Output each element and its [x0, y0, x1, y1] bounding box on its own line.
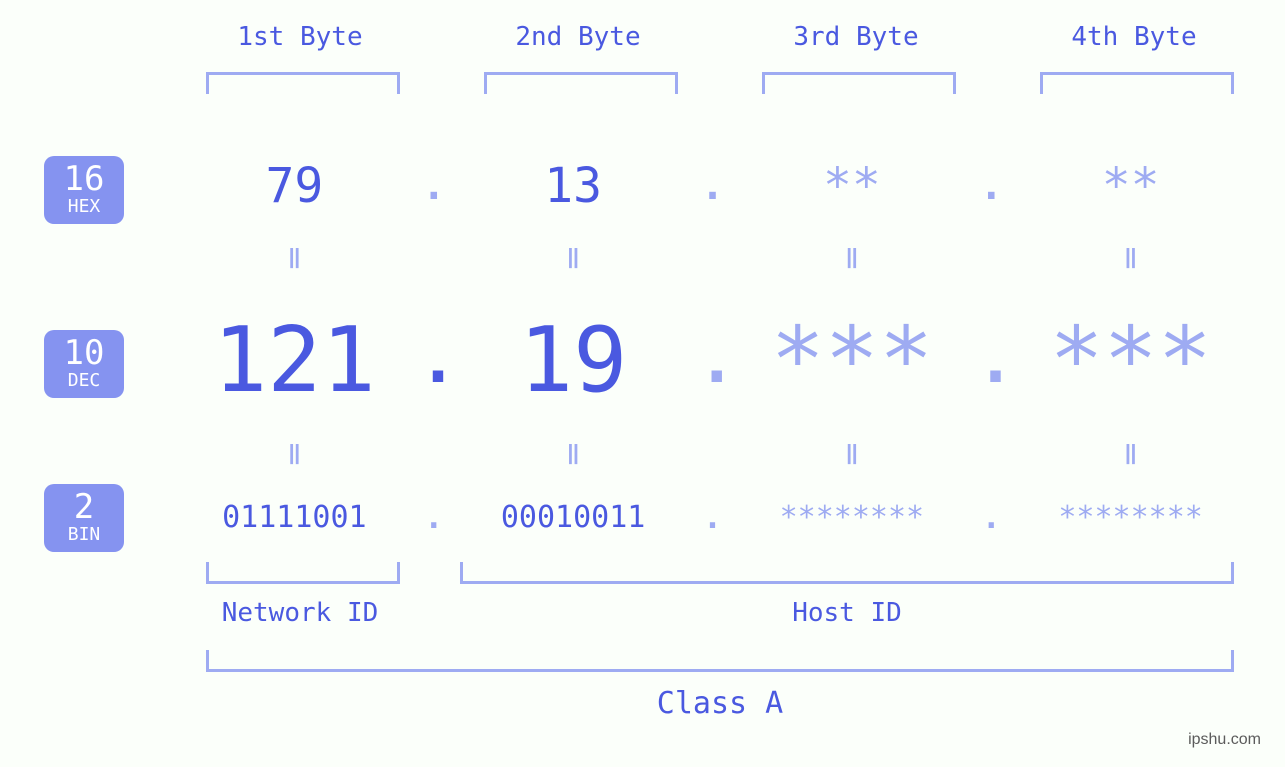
base-abbr: DEC — [44, 372, 124, 390]
dot-separator: . — [698, 163, 728, 209]
dot-separator: . — [698, 498, 728, 536]
ip-diagram: 1st Byte 2nd Byte 3rd Byte 4th Byte 16 H… — [0, 0, 1285, 767]
dot-separator: . — [976, 324, 1006, 398]
base-abbr: BIN — [44, 526, 124, 544]
equals-icon: ǁ — [170, 438, 419, 471]
byte-header-2: 2nd Byte — [448, 22, 708, 52]
equals-icon: ǁ — [449, 438, 698, 471]
dot-separator: . — [419, 498, 449, 536]
bin-byte-3: ******** — [728, 500, 977, 535]
byte-header-4: 4th Byte — [1004, 22, 1264, 52]
host-id-label: Host ID — [460, 598, 1234, 628]
dot-separator: . — [419, 163, 449, 209]
bin-byte-2: 00010011 — [449, 500, 698, 535]
dot-separator: . — [976, 498, 1006, 536]
hex-byte-2: 13 — [449, 158, 698, 214]
bottom-bracket-network — [206, 562, 400, 584]
base-num: 10 — [44, 336, 124, 370]
dot-separator: . — [698, 324, 728, 398]
watermark: ipshu.com — [1188, 731, 1261, 749]
base-num: 16 — [44, 162, 124, 196]
bin-byte-4: ******** — [1006, 500, 1255, 535]
base-badge-hex: 16 HEX — [44, 156, 124, 224]
bottom-bracket-class — [206, 650, 1234, 672]
top-bracket-2 — [484, 72, 678, 94]
dec-byte-4: *** — [1006, 308, 1255, 413]
equals-icon: ǁ — [170, 242, 419, 275]
base-abbr: HEX — [44, 198, 124, 216]
base-badge-dec: 10 DEC — [44, 330, 124, 398]
bottom-bracket-host — [460, 562, 1234, 584]
equals-icon: ǁ — [449, 242, 698, 275]
class-label: Class A — [206, 686, 1234, 721]
hex-byte-3: ** — [728, 158, 977, 214]
dec-row: 121 . 19 . *** . *** — [170, 308, 1255, 413]
network-id-label: Network ID — [170, 598, 430, 628]
dot-separator: . — [419, 324, 449, 398]
equals-icon: ǁ — [728, 438, 977, 471]
base-badge-bin: 2 BIN — [44, 484, 124, 552]
byte-header-3: 3rd Byte — [726, 22, 986, 52]
equals-row-2: ǁ ǁ ǁ ǁ — [170, 438, 1255, 471]
base-num: 2 — [44, 490, 124, 524]
top-bracket-3 — [762, 72, 956, 94]
equals-row-1: ǁ ǁ ǁ ǁ — [170, 242, 1255, 275]
top-bracket-1 — [206, 72, 400, 94]
hex-row: 79 . 13 . ** . ** — [170, 158, 1255, 214]
dec-byte-1: 121 — [170, 308, 419, 413]
hex-byte-4: ** — [1006, 158, 1255, 214]
hex-byte-1: 79 — [170, 158, 419, 214]
top-bracket-4 — [1040, 72, 1234, 94]
dec-byte-2: 19 — [449, 308, 698, 413]
equals-icon: ǁ — [1006, 438, 1255, 471]
equals-icon: ǁ — [1006, 242, 1255, 275]
bin-row: 01111001 . 00010011 . ******** . *******… — [170, 498, 1255, 536]
byte-header-1: 1st Byte — [170, 22, 430, 52]
equals-icon: ǁ — [728, 242, 977, 275]
dot-separator: . — [976, 163, 1006, 209]
bin-byte-1: 01111001 — [170, 500, 419, 535]
dec-byte-3: *** — [728, 308, 977, 413]
